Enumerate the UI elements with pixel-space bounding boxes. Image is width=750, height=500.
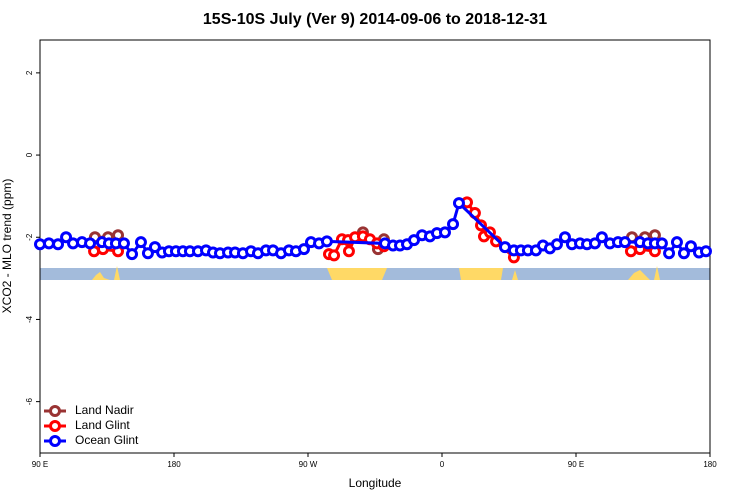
point <box>684 240 697 253</box>
point <box>452 197 465 210</box>
point <box>117 237 130 250</box>
point <box>655 237 668 250</box>
land-patch <box>459 268 503 280</box>
point <box>663 247 676 260</box>
point <box>624 245 637 258</box>
land-patch <box>628 270 650 280</box>
x-tick-label: 180 <box>167 460 181 469</box>
point <box>558 231 571 244</box>
legend-marker <box>49 435 61 447</box>
legend-label: Land Glint <box>75 418 130 432</box>
point <box>618 236 631 249</box>
point <box>408 234 421 247</box>
point <box>550 238 563 251</box>
land-patch <box>114 266 120 280</box>
point <box>699 245 712 258</box>
land-patch <box>654 266 660 280</box>
point <box>588 237 601 250</box>
y-tick-label: 0 <box>25 152 34 157</box>
y-tick-label: -6 <box>25 398 34 406</box>
y-tick-label: -4 <box>25 315 34 323</box>
legend-label: Ocean Glint <box>75 433 139 447</box>
point <box>438 226 451 239</box>
x-tick-label: 90 W <box>299 460 318 469</box>
point <box>677 247 690 260</box>
y-axis-label: XCO2 - MLO trend (ppm) <box>0 179 14 314</box>
point <box>297 243 310 256</box>
legend-marker <box>49 405 61 417</box>
x-tick-label: 0 <box>440 460 445 469</box>
point <box>141 247 154 260</box>
x-tick-label: 90 E <box>32 460 48 469</box>
point <box>52 238 65 251</box>
land-patch <box>327 268 387 280</box>
x-tick-label: 90 E <box>568 460 584 469</box>
land-mask <box>40 266 710 280</box>
point <box>134 236 147 249</box>
land-patch <box>512 270 518 280</box>
y-tick-label: 2 <box>25 70 34 75</box>
land-patch <box>92 272 110 280</box>
point <box>447 218 460 231</box>
point <box>320 235 333 248</box>
point <box>595 231 608 244</box>
legend-label: Land Nadir <box>75 403 134 417</box>
point <box>328 249 341 262</box>
y-tick-label: -2 <box>25 233 34 241</box>
chart-title: 15S-10S July (Ver 9) 2014-09-06 to 2018-… <box>203 11 547 28</box>
point <box>126 248 139 261</box>
point <box>84 237 97 250</box>
legend-marker <box>49 420 61 432</box>
x-axis-label: Longitude <box>349 476 402 490</box>
point <box>670 236 683 249</box>
x-tick-label: 180 <box>703 460 717 469</box>
point <box>60 231 73 244</box>
point <box>342 245 355 258</box>
